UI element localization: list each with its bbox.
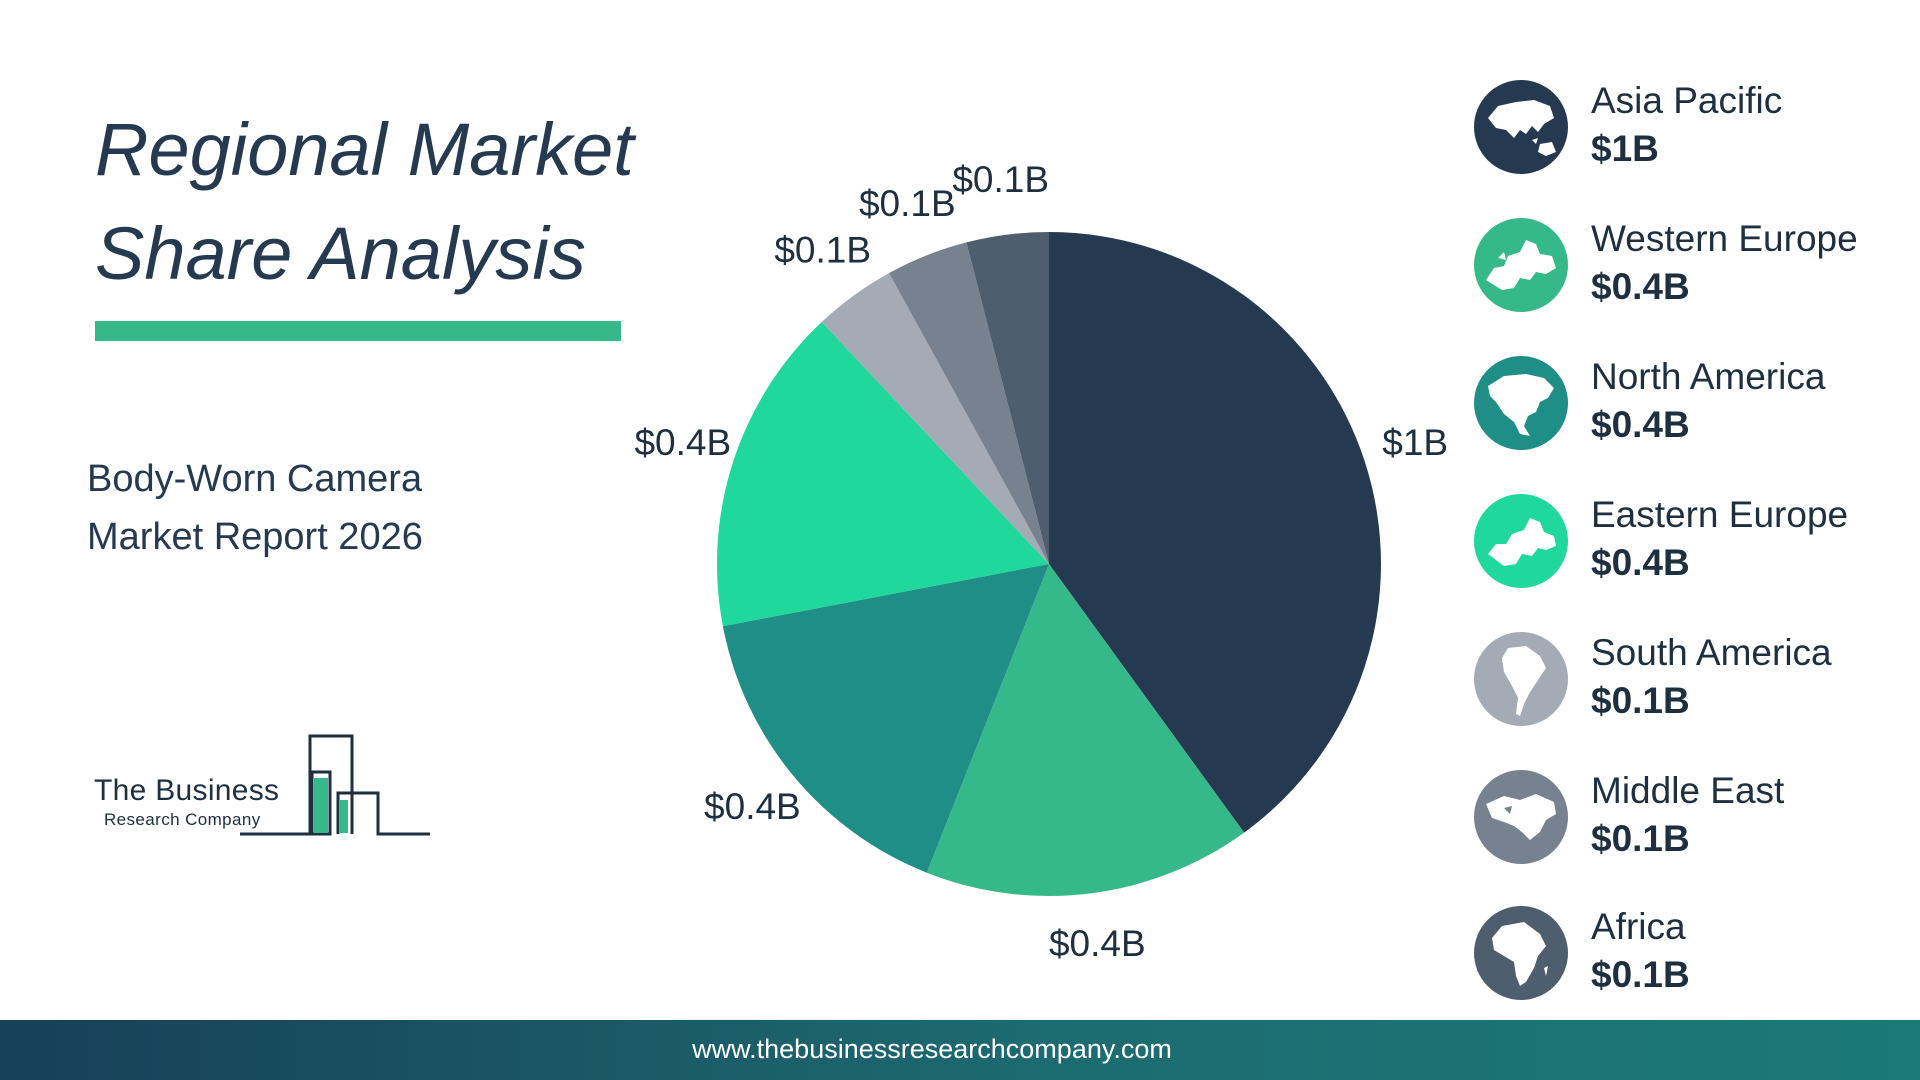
legend-name: South America bbox=[1591, 632, 1832, 673]
logo-name: The Business bbox=[94, 774, 280, 807]
pie-data-label: $0.4B bbox=[634, 422, 731, 463]
legend-value: $0.1B bbox=[1591, 818, 1690, 859]
legend-name: Africa bbox=[1591, 906, 1686, 947]
legend-value: $0.4B bbox=[1591, 266, 1690, 307]
logo-buildings-icon bbox=[240, 734, 430, 836]
subtitle-line-1: Body-Worn Camera bbox=[87, 458, 423, 500]
legend-item-north-america: North America $0.4B bbox=[1474, 356, 1914, 456]
title-underline bbox=[95, 321, 621, 341]
legend-name: Asia Pacific bbox=[1591, 80, 1783, 121]
legend-name: Western Europe bbox=[1591, 218, 1858, 259]
pie-data-label: $0.4B bbox=[704, 786, 801, 827]
legend-value: $0.4B bbox=[1591, 542, 1690, 583]
pie-data-label: $0.1B bbox=[774, 229, 871, 270]
legend-item-africa: Africa $0.1B bbox=[1474, 906, 1914, 1006]
legend-item-western-europe: Western Europe $0.4B bbox=[1474, 218, 1914, 318]
legend-value: $1B bbox=[1591, 128, 1659, 169]
page-title: Regional Market Share Analysis bbox=[95, 98, 634, 306]
asia-pacific-map-icon bbox=[1474, 80, 1568, 174]
pie-slice-asia-pacific bbox=[1049, 232, 1381, 833]
eastern-europe-map-icon bbox=[1474, 494, 1568, 588]
pie-chart: $1B$0.4B$0.4B$0.4B$0.1B$0.1B$0.1B bbox=[634, 159, 1448, 964]
africa-map-icon bbox=[1474, 906, 1568, 1000]
legend-item-middle-east: Middle East $0.1B bbox=[1474, 770, 1914, 870]
pie-data-label: $0.1B bbox=[859, 183, 956, 224]
report-subtitle: Body-Worn Camera Market Report 2026 bbox=[87, 450, 423, 566]
pie-slice-middle-east bbox=[889, 242, 1049, 564]
legend-name: Middle East bbox=[1591, 770, 1785, 811]
south-america-map-icon bbox=[1474, 632, 1568, 726]
legend-value: $0.4B bbox=[1591, 404, 1690, 445]
legend-item-eastern-europe: Eastern Europe $0.4B bbox=[1474, 494, 1914, 594]
legend-item-asia-pacific: Asia Pacific $1B bbox=[1474, 80, 1914, 180]
pie-slice-eastern-europe bbox=[716, 321, 1049, 627]
pie-data-label: $0.4B bbox=[1049, 923, 1146, 964]
title-line-1: Regional Market bbox=[95, 108, 634, 191]
pie-slice-africa bbox=[966, 232, 1049, 564]
western-europe-map-icon bbox=[1474, 218, 1568, 312]
legend-name: North America bbox=[1591, 356, 1826, 397]
middle-east-map-icon bbox=[1474, 770, 1568, 864]
pie-slice-north-america bbox=[722, 564, 1049, 873]
north-america-map-icon bbox=[1474, 356, 1568, 450]
legend-name: Eastern Europe bbox=[1591, 494, 1849, 535]
pie-slice-south-america bbox=[821, 273, 1049, 564]
footer-bar: www.thebusinessresearchcompany.com bbox=[0, 1020, 1920, 1080]
company-logo: The Business Research Company bbox=[90, 730, 440, 840]
legend-value: $0.1B bbox=[1591, 680, 1690, 721]
footer-url[interactable]: www.thebusinessresearchcompany.com bbox=[692, 1034, 1172, 1064]
pie-slice-western-europe bbox=[926, 564, 1245, 897]
pie-data-label: $0.1B bbox=[952, 159, 1049, 200]
legend-value: $0.1B bbox=[1591, 954, 1690, 995]
pie-data-label: $1B bbox=[1382, 422, 1448, 463]
title-line-2: Share Analysis bbox=[95, 212, 586, 295]
logo-tagline: Research Company bbox=[104, 810, 261, 829]
subtitle-line-2: Market Report 2026 bbox=[87, 516, 423, 558]
legend-item-south-america: South America $0.1B bbox=[1474, 632, 1914, 732]
